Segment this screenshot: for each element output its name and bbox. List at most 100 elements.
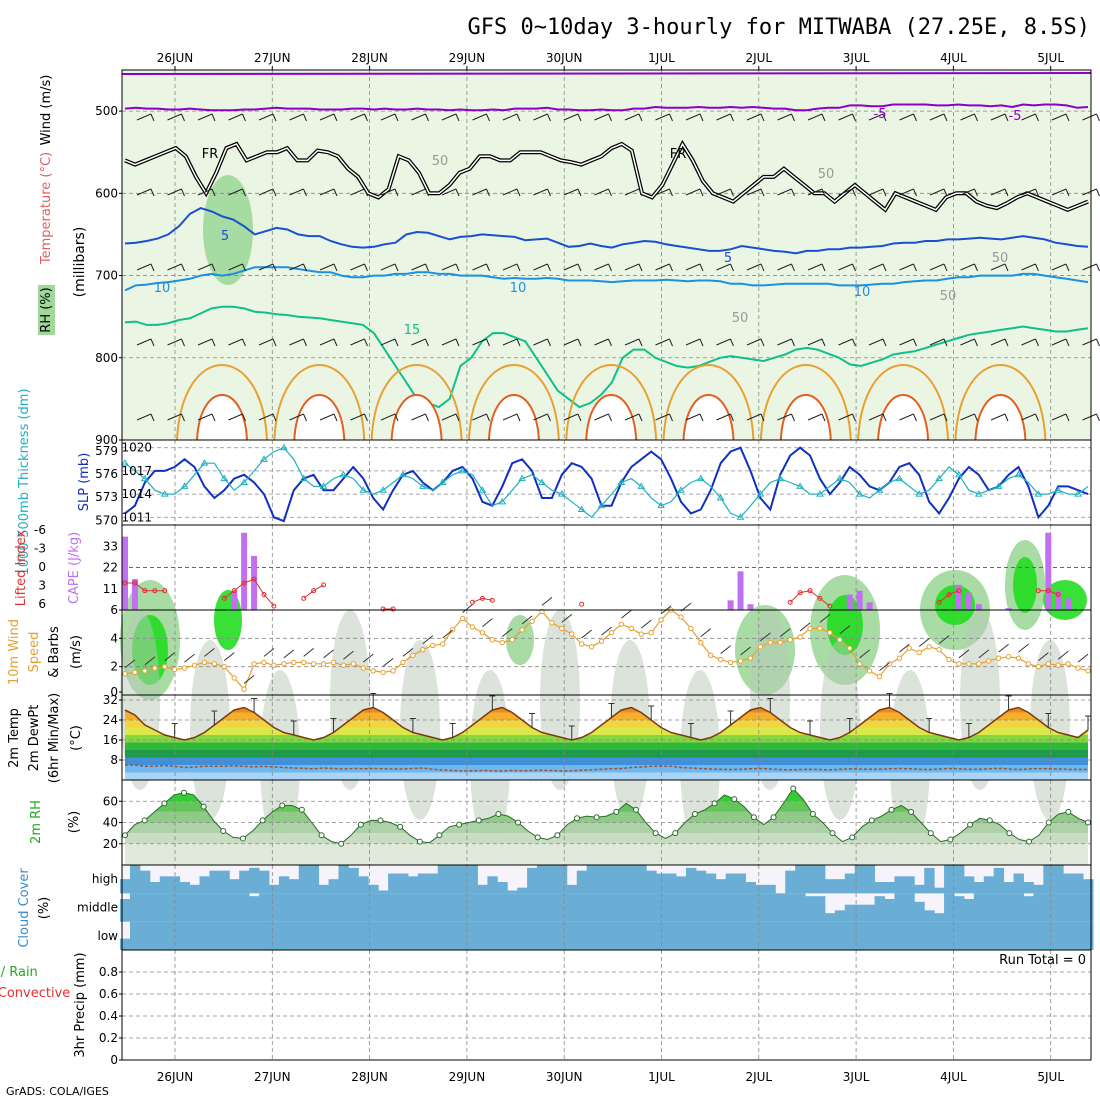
wind-speed-marker — [410, 652, 416, 659]
rh-band — [125, 822, 1088, 834]
lifted-index-marker — [251, 576, 257, 582]
wind-barb — [350, 263, 368, 272]
precip-tick: 0.8 — [99, 965, 118, 979]
cloud-high-cell — [338, 865, 349, 894]
cloud-middle-cell — [527, 893, 538, 922]
temp-band — [125, 720, 1088, 728]
thickness-marker — [1014, 470, 1023, 478]
cloud-low-cell — [546, 921, 558, 950]
rh-marker — [534, 834, 541, 841]
wind-barb — [197, 413, 216, 422]
wind-barb — [563, 188, 582, 197]
wind-barb — [319, 113, 338, 122]
cape-bar — [231, 590, 238, 610]
wind-speed-marker — [330, 659, 337, 666]
cloud-low-cell — [705, 921, 717, 950]
wind-barb — [716, 113, 734, 122]
x-tick-label-top: 28JUN — [351, 51, 388, 65]
wind-barb — [350, 338, 368, 347]
lifted-index-marker — [380, 606, 386, 612]
ylabel-precip-total: Total / Rain — [0, 965, 38, 980]
surface-wind-barb — [581, 629, 592, 639]
wind-barb — [807, 413, 826, 422]
wind-speed-marker — [459, 615, 466, 622]
contour-label: -5 — [874, 107, 887, 122]
cloud-middle-cell — [318, 893, 330, 922]
cloud-high-cell — [646, 870, 657, 894]
cloud-high-cell — [447, 865, 459, 894]
wind-speed-marker — [648, 629, 654, 636]
cloud-low-cell — [1073, 921, 1084, 950]
lifted-index-marker — [946, 592, 952, 598]
cloud-high-cell — [676, 876, 687, 894]
ylabel-cloud-b: (%) — [37, 897, 52, 920]
cloud-middle-cell — [1043, 893, 1054, 922]
cloud-low-cell — [636, 921, 647, 950]
cloud-low-cell — [854, 921, 866, 950]
cloud-high-cell — [189, 884, 200, 894]
cloud-high-cell — [199, 876, 210, 894]
frame-pc — [121, 949, 1092, 1061]
cloud-high-cell — [735, 873, 746, 894]
thickness-marker — [696, 474, 705, 482]
wind-speed-marker — [966, 661, 972, 667]
wind-barb — [289, 413, 307, 422]
cloud-low-cell — [666, 921, 677, 950]
cloud-middle-cell — [259, 893, 270, 922]
cloud-middle-cell — [398, 893, 409, 922]
wind-barb — [197, 113, 216, 122]
cloud-middle-cell — [447, 893, 459, 922]
wind-barb — [716, 263, 734, 272]
cloud-middle-cell — [378, 893, 389, 922]
rh-marker — [593, 814, 600, 821]
cloud-middle-cell — [1003, 893, 1015, 922]
cloud-high-cell — [358, 876, 369, 894]
surface-wind-barb — [323, 649, 334, 659]
thickness-marker — [557, 490, 566, 497]
temp-range-bar — [1045, 713, 1052, 728]
cloud-high-cell — [169, 876, 181, 894]
wind-speed-marker — [439, 641, 446, 647]
cloud-low-cell — [288, 921, 300, 950]
wind-speed-marker — [876, 673, 883, 680]
surface-wind-barb — [859, 649, 870, 659]
contour-label: 5 — [724, 251, 732, 266]
wind-barb — [868, 263, 887, 272]
rh-marker — [279, 802, 286, 809]
wind-barb — [258, 338, 277, 347]
cloud-middle-cell — [834, 910, 846, 922]
rh-marker — [318, 832, 325, 839]
cape-bar — [131, 579, 138, 610]
thickness-marker — [399, 470, 407, 478]
wind-barb — [441, 263, 460, 272]
thickness-marker — [121, 459, 129, 466]
x-tick-label-bottom: 4JUL — [940, 1070, 967, 1084]
wind-speed-marker — [400, 659, 406, 666]
cloud-high-cell — [944, 865, 955, 894]
cloud-low-cell — [477, 921, 488, 950]
contour-label: 50 — [432, 154, 449, 169]
temp-range-bar — [648, 705, 655, 720]
cape-bar — [1045, 532, 1052, 610]
cloud-low-cell — [179, 921, 191, 950]
x-tick-label-bottom: 26JUN — [157, 1070, 194, 1084]
warm-contour — [877, 394, 930, 441]
cloud-low-cell — [556, 921, 568, 950]
x-tick-label-bottom: 2JUL — [745, 1070, 772, 1084]
ylabel-wind-a: 10m Wind — [7, 619, 22, 685]
cloud-low-cell — [278, 921, 290, 950]
wind-barb — [502, 338, 521, 347]
pressure-tick: 700 — [95, 269, 118, 283]
wind-barb — [319, 338, 338, 347]
x-tick-label-top: 30JUN — [546, 51, 583, 65]
lifted-index-marker — [321, 582, 327, 588]
thickness-marker — [577, 505, 586, 513]
cloud-middle-cell — [497, 893, 508, 922]
slp-tick: 1011 — [121, 510, 152, 524]
cloud-middle-cell — [973, 893, 985, 922]
rh-tick: 60 — [103, 794, 118, 808]
surface-wind-barb — [164, 652, 176, 662]
cloud-low-cell — [626, 921, 637, 950]
cloud-high-cell — [129, 865, 141, 894]
cloud-middle-cell — [507, 893, 518, 922]
